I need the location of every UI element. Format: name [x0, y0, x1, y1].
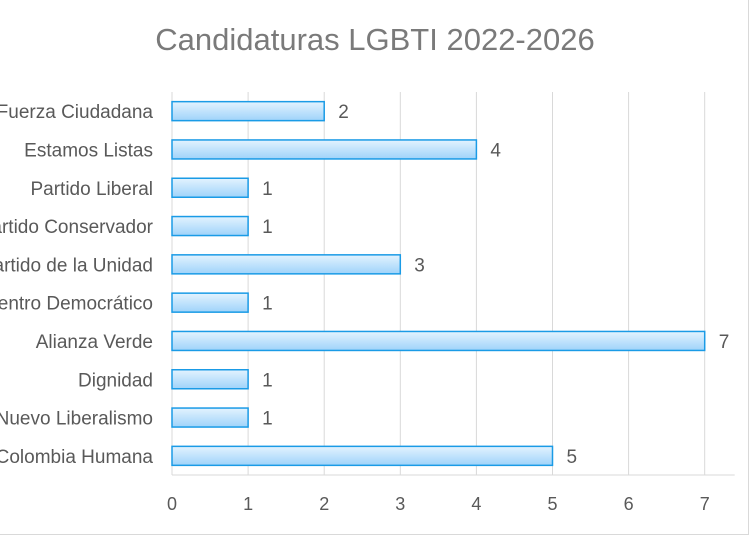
data-label: 1 — [262, 179, 273, 200]
data-label: 7 — [719, 332, 730, 353]
category-label: Partido de la Unidad — [0, 255, 153, 276]
bar — [171, 177, 249, 198]
bar — [171, 254, 402, 275]
category-label: Alianza Verde — [36, 332, 153, 353]
x-tick-label: 3 — [395, 494, 405, 514]
data-label: 1 — [262, 370, 273, 391]
chart-title: Candidaturas LGBTI 2022-2026 — [155, 22, 595, 57]
data-label: 3 — [414, 255, 425, 276]
x-tick-label: 0 — [167, 494, 177, 514]
bar — [171, 330, 706, 352]
x-tick-label: 5 — [547, 494, 557, 514]
bar — [171, 139, 478, 160]
data-label: 4 — [490, 140, 501, 161]
bar — [171, 369, 249, 390]
x-tick-label: 7 — [700, 494, 710, 514]
x-tick-label: 6 — [624, 494, 634, 514]
data-label: 5 — [567, 447, 578, 468]
data-label: 1 — [262, 294, 273, 315]
category-label: Dignidad — [78, 370, 153, 391]
data-label: 1 — [262, 409, 273, 430]
bar — [171, 445, 554, 467]
data-label: 1 — [262, 217, 273, 238]
category-label: Nuevo Liberalismo — [0, 409, 153, 430]
data-label: 2 — [338, 102, 349, 123]
bar — [171, 292, 249, 313]
x-tick-label: 1 — [243, 494, 253, 514]
x-tick-label: 2 — [319, 494, 329, 514]
x-tick-label: 4 — [471, 494, 481, 514]
bar — [171, 407, 249, 428]
category-label: Colombia Humana — [0, 447, 153, 468]
bar — [171, 215, 249, 237]
category-label: Fuerza Ciudadana — [0, 102, 153, 123]
category-label: Centro Democrático — [0, 294, 153, 315]
bar — [171, 100, 325, 122]
category-label: Partido Conservador — [0, 217, 154, 238]
category-label: Partido Liberal — [30, 179, 153, 200]
category-label: Estamos Listas — [24, 140, 153, 161]
